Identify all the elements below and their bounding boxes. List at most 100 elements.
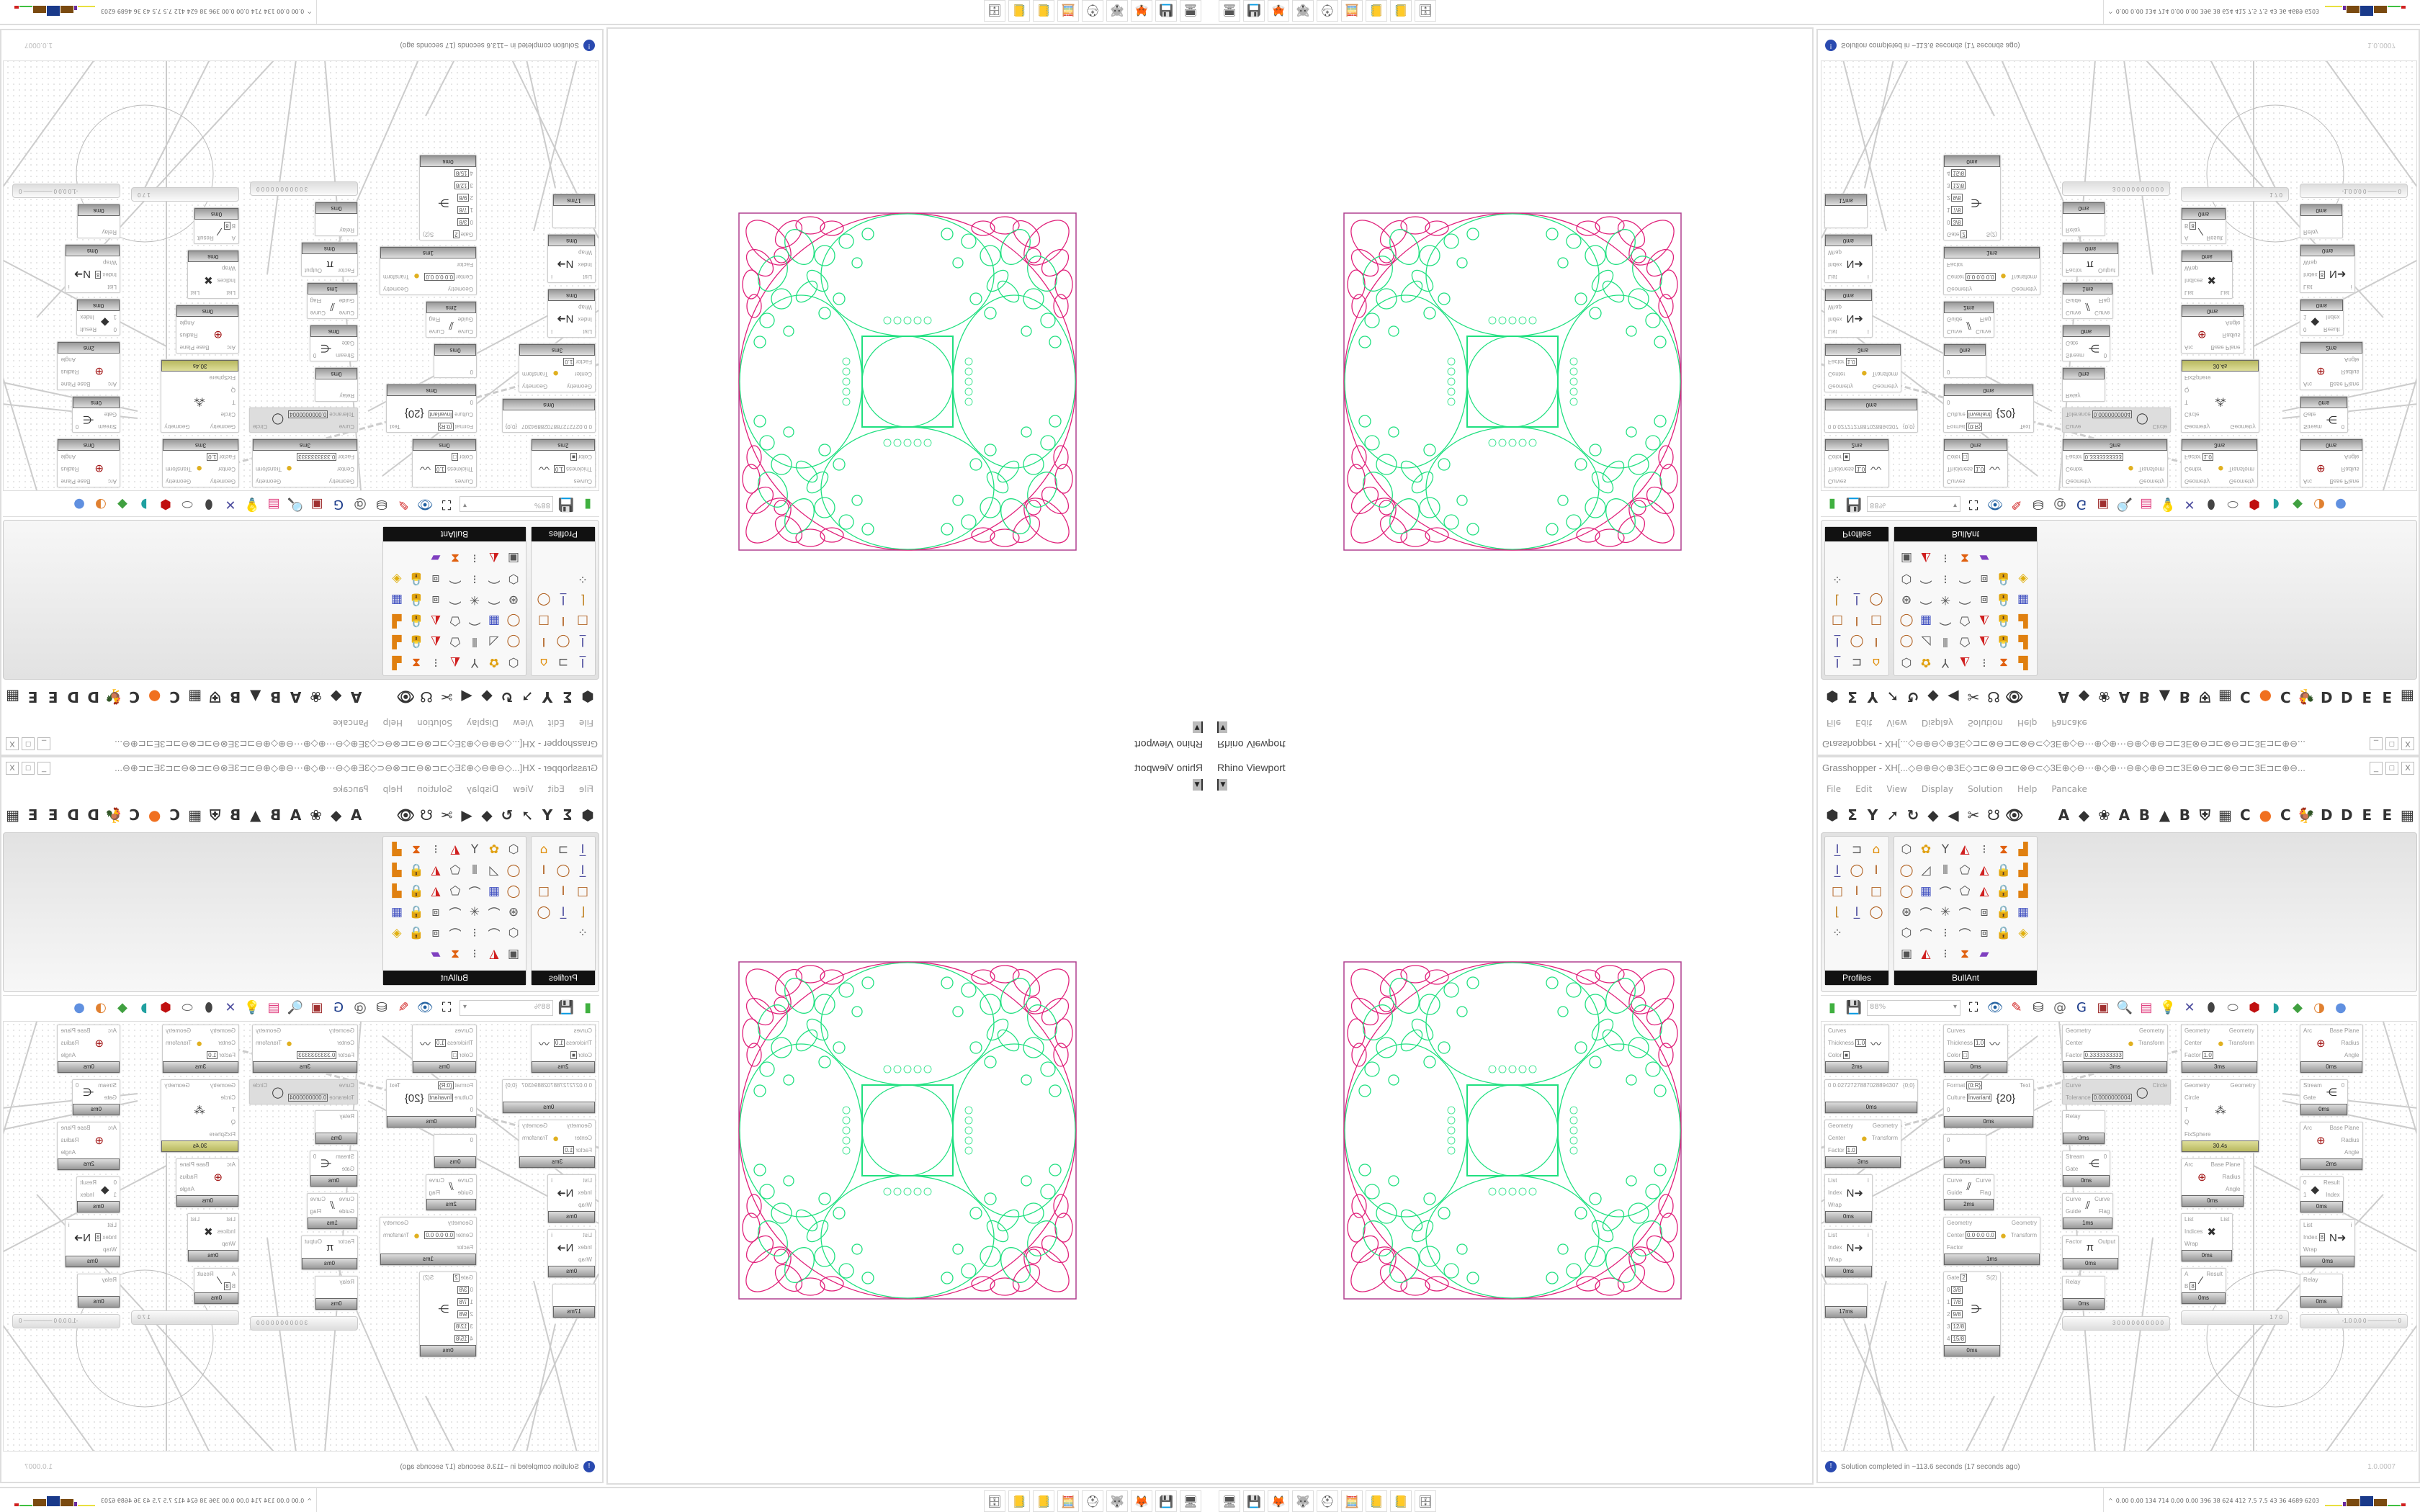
param-value[interactable]: 0.0000000004	[288, 1094, 328, 1102]
tab-icon[interactable]: ◀	[1948, 806, 1959, 824]
input-param[interactable]: Color□	[1947, 453, 1985, 461]
output-param[interactable]: Geometry	[521, 383, 548, 390]
input-param[interactable]: Geometry	[210, 423, 236, 430]
input-param[interactable]: Arc	[2184, 1161, 2193, 1169]
input-param[interactable]: Guide	[2066, 297, 2081, 304]
tab-letter[interactable]: B	[229, 806, 241, 824]
lock-icon[interactable]: 🔒	[408, 863, 424, 878]
gh-component[interactable]: Relay 0ms	[315, 202, 358, 236]
solid-icon[interactable]: ⬡	[1901, 572, 1912, 586]
input-param[interactable]: Center	[1828, 1135, 1857, 1142]
lock-icon[interactable]: 🔒	[408, 905, 424, 919]
number-slider[interactable]: 1 7 0	[131, 1310, 239, 1325]
gh-component[interactable]: List Index Wrap N➜ i 0ms	[1824, 1174, 1873, 1223]
I-section-icon[interactable]: I	[1855, 613, 1859, 628]
input-param[interactable]: Gate	[2066, 1166, 2084, 1173]
input-param[interactable]: Factor	[2066, 1238, 2082, 1246]
tab-icon[interactable]: ➚	[1886, 806, 1899, 824]
input-param[interactable]: 0	[429, 398, 473, 405]
number-slider[interactable]: -1.0 0.0 0 ─────── 0	[2300, 184, 2408, 198]
poly-icon[interactable]: ⬠	[1959, 613, 1971, 628]
output-param[interactable]: Curve	[429, 1177, 444, 1184]
output-param[interactable]: Geometry	[164, 1082, 190, 1089]
param-value[interactable]: 15/8	[454, 169, 469, 177]
warp-icon[interactable]: ⧗	[451, 947, 460, 961]
lock-icon[interactable]: 🔒	[408, 884, 424, 899]
dropdown-arrow-icon[interactable]: ▼	[1217, 779, 1227, 791]
chevron-up-icon[interactable]: ^	[307, 8, 312, 14]
tab-letter[interactable]: A	[2118, 806, 2130, 824]
shape-icon[interactable]: ⬮	[2207, 1000, 2215, 1015]
input-param[interactable]: Wrap	[578, 1256, 592, 1264]
param-value[interactable]: {0:R}	[1966, 1081, 1983, 1089]
curve-icon[interactable]: ⌒	[468, 611, 481, 626]
param-value[interactable]: ■	[570, 453, 577, 461]
tab-icon[interactable]: ☋	[420, 806, 433, 824]
input-param[interactable]: Center	[563, 1135, 592, 1142]
output-param[interactable]: Geometry	[382, 286, 409, 292]
tab-letter[interactable]: ▦	[2400, 688, 2414, 706]
input-param[interactable]: List	[2303, 283, 2325, 290]
input-param[interactable]: 0	[1947, 398, 1991, 405]
flower-icon[interactable]: ✿	[1920, 655, 1932, 670]
tab-icon[interactable]: ◆	[481, 806, 493, 824]
chart-icon[interactable]: ▟	[392, 842, 402, 857]
green-icon[interactable]: ◆	[2293, 1000, 2303, 1015]
output-param[interactable]: i	[551, 274, 553, 280]
output-param[interactable]: Angle	[60, 1149, 76, 1156]
menu-view[interactable]: View	[513, 784, 534, 794]
lock-solver-icon[interactable]: @	[2053, 497, 2066, 512]
input-param[interactable]: Curves	[1947, 1027, 1985, 1035]
input-param[interactable]: A	[224, 1271, 236, 1278]
input-param[interactable]: Indices	[2184, 1228, 2202, 1236]
input-param[interactable]: T	[210, 1107, 236, 1114]
output-param[interactable]: Angle	[2344, 1052, 2360, 1058]
I-beam-icon[interactable]: I̲	[561, 593, 565, 607]
search-icon[interactable]: 🔍	[287, 1000, 304, 1015]
tab-letter[interactable]: A	[290, 806, 302, 824]
output-param[interactable]: Flag	[2098, 297, 2110, 304]
param-value[interactable]: 1.0	[434, 465, 446, 473]
tri-icon[interactable]: ◭	[450, 842, 460, 857]
param-value[interactable]: 8	[2318, 1233, 2326, 1241]
output-param[interactable]: Radius	[2341, 369, 2360, 375]
gh-component[interactable]: Arc ⊕ Base Plane Radius Angle 2ms	[57, 341, 120, 390]
input-param[interactable]: Curve	[2066, 423, 2132, 430]
output-param[interactable]: Flag	[429, 1189, 441, 1196]
output-param[interactable]: Transform	[521, 371, 549, 377]
curve-icon[interactable]: ⌒	[1919, 590, 1932, 606]
input-param[interactable]: Arc	[108, 1027, 117, 1035]
gh-component[interactable]: Relay 0ms	[315, 1276, 358, 1310]
input-param[interactable]: Factor	[2066, 266, 2082, 274]
input-param[interactable]: Index	[578, 1244, 592, 1251]
gh-component[interactable]: Arc ⊕ Base Plane Radius Angle 2ms	[57, 1122, 120, 1171]
input-param[interactable]: Wrap	[1828, 1202, 1842, 1209]
output-param[interactable]: Geometry	[2228, 1027, 2255, 1034]
close-button[interactable]: X	[2401, 737, 2414, 750]
gimp-icon[interactable]: 🐺	[1292, 1490, 1314, 1512]
output-param[interactable]: Output	[304, 267, 322, 274]
chart-icon[interactable]: ▟	[392, 613, 402, 628]
box-section-icon[interactable]: □	[1870, 613, 1883, 628]
input-param[interactable]: Geometry	[297, 477, 354, 485]
align-icon[interactable]: ⁝	[472, 551, 477, 565]
I-beam-icon[interactable]: I̲	[1835, 634, 1839, 649]
menu-file[interactable]: File	[578, 784, 593, 794]
rainbow-icon[interactable]: ▰	[1979, 551, 1989, 565]
input-param[interactable]: List	[578, 1232, 592, 1239]
gh-component[interactable]: Curve Guide ⫽ Curve Flag 2ms	[1943, 301, 1995, 338]
lock-icon[interactable]: 🔒	[408, 572, 424, 586]
align-icon[interactable]: ⁝	[472, 947, 477, 961]
poly-icon[interactable]: ⬠	[449, 634, 461, 649]
red-solid-icon[interactable]: ⬢	[2249, 1000, 2260, 1015]
input-param[interactable]: Index	[578, 261, 592, 268]
firefox-icon[interactable]: 🦊	[1131, 1490, 1152, 1512]
red-app-icon[interactable]: ⛑	[1082, 0, 1103, 22]
